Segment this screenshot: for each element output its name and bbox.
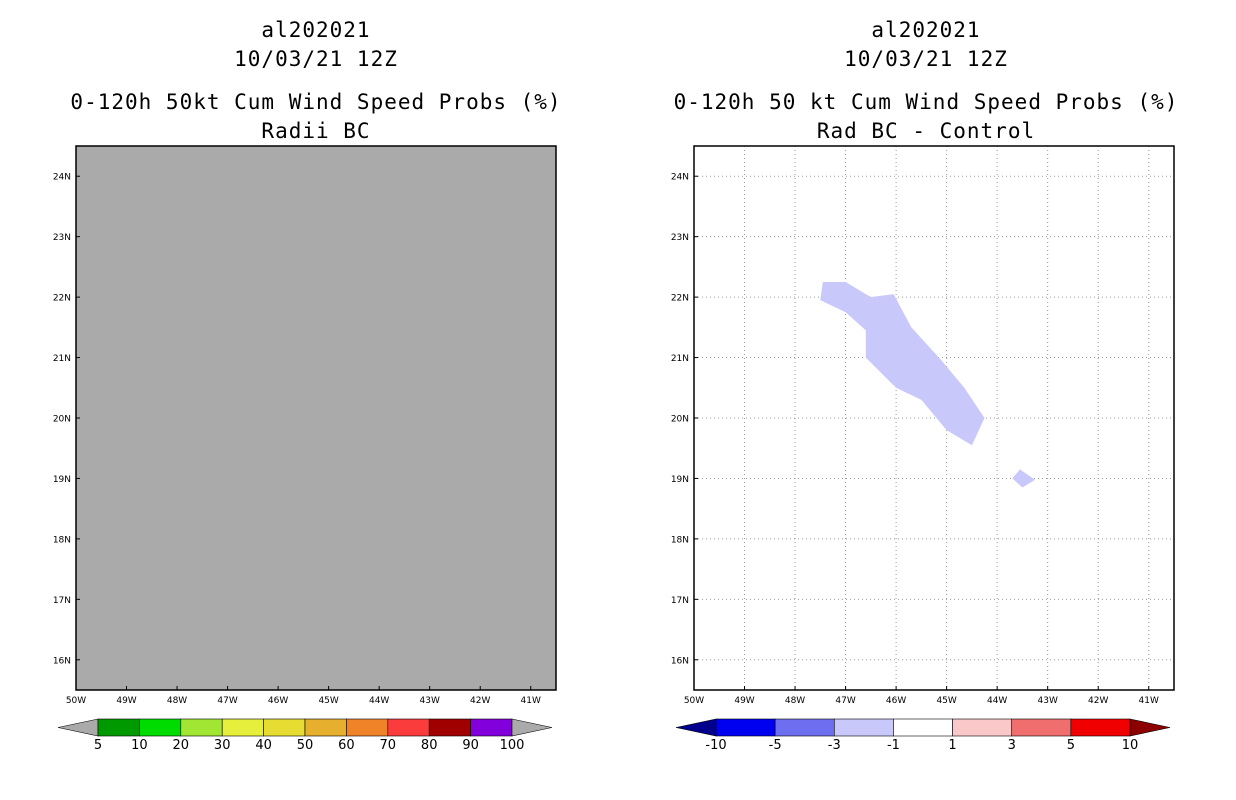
left-y-tick-label: 19N: [53, 475, 71, 485]
right-y-tick-label: 19N: [671, 475, 689, 485]
right-colorbar-box-5: [1011, 718, 1072, 737]
right-x-tick-label: 47W: [835, 696, 855, 706]
left-x-tick-label: 42W: [470, 696, 490, 706]
left-colorbar-label: 40: [255, 738, 272, 753]
left-colorbar-box-2: [180, 718, 223, 737]
left-y-tick-label: 21N: [53, 354, 71, 364]
left-x-tick-label: 48W: [167, 696, 187, 706]
left-colorbar-box-9: [470, 718, 513, 737]
right-colorbar-box-2: [833, 718, 894, 737]
right-colorbar-label: 1: [948, 738, 956, 753]
right-chart-title: 0-120h 50 kt Cum Wind Speed Probs (%): [673, 90, 1179, 114]
right-x-tick-label: 41W: [1139, 696, 1159, 706]
right-colorbar-high-triangle: [1129, 718, 1171, 737]
left-colorbar-label: 100: [500, 738, 525, 753]
right-x-tick-label: 42W: [1088, 696, 1108, 706]
right-datetime: 10/03/21 12Z: [844, 47, 1008, 71]
right-shaded-region-0: [820, 282, 985, 446]
left-colorbar-label: 10: [131, 738, 148, 753]
left-colorbar-label: 5: [94, 738, 102, 753]
left-colorbar-box-1: [139, 718, 182, 737]
left-x-tick-label: 44W: [369, 696, 389, 706]
right-x-tick-label: 48W: [785, 696, 805, 706]
right-y-tick-label: 22N: [671, 294, 689, 304]
right-y-tick-label: 24N: [671, 173, 689, 183]
left-y-tick-label: 20N: [53, 415, 71, 425]
right-storm-id: al202021: [871, 18, 981, 42]
left-colorbar-label: 50: [297, 738, 314, 753]
right-colorbar-box-4: [952, 718, 1013, 737]
right-colorbar-low-triangle: [675, 718, 717, 737]
left-colorbar-box-7: [387, 718, 430, 737]
left-x-tick-label: 49W: [116, 696, 136, 706]
left-colorbar-box-0: [97, 718, 140, 737]
left-y-tick-label: 16N: [53, 656, 71, 666]
right-y-tick-label: 17N: [671, 596, 689, 606]
right-colorbar-label: 10: [1122, 738, 1139, 753]
right-y-tick-label: 21N: [671, 354, 689, 364]
left-colorbar-label: 60: [338, 738, 355, 753]
right-y-tick-label: 20N: [671, 415, 689, 425]
left-storm-id: al202021: [261, 18, 371, 42]
right-colorbar-label: -10: [705, 738, 726, 753]
right-y-tick-label: 23N: [671, 233, 689, 243]
right-colorbar-label: -1: [887, 738, 900, 753]
left-colorbar-label: 20: [173, 738, 190, 753]
right-colorbar-box-1: [774, 718, 835, 737]
right-x-tick-label: 46W: [886, 696, 906, 706]
right-colorbar-box-6: [1070, 718, 1131, 737]
left-x-tick-label: 41W: [521, 696, 541, 706]
right-x-tick-label: 44W: [987, 696, 1007, 706]
right-x-tick-label: 50W: [684, 696, 704, 706]
right-colorbar-box-0: [715, 718, 776, 737]
left-y-tick-label: 17N: [53, 596, 71, 606]
right-y-tick-label: 18N: [671, 535, 689, 545]
left-colorbar-label: 90: [462, 738, 479, 753]
left-x-tick-label: 50W: [66, 696, 86, 706]
right-x-tick-label: 43W: [1038, 696, 1058, 706]
left-y-tick-label: 18N: [53, 535, 71, 545]
left-chart-subtitle: Radii BC: [261, 119, 371, 143]
left-colorbar-label: 30: [214, 738, 231, 753]
left-x-tick-label: 45W: [318, 696, 338, 706]
left-colorbar-box-6: [346, 718, 389, 737]
right-colorbar-label: -3: [828, 738, 841, 753]
left-colorbar-high-triangle: [511, 718, 553, 737]
left-colorbar-box-3: [221, 718, 264, 737]
left-colorbar-box-4: [263, 718, 306, 737]
right-colorbar-label: -5: [769, 738, 782, 753]
left-x-tick-label: 43W: [420, 696, 440, 706]
left-colorbar-low-triangle: [57, 718, 99, 737]
right-x-tick-label: 49W: [734, 696, 754, 706]
left-y-tick-label: 24N: [53, 173, 71, 183]
right-chart-subtitle: Rad BC - Control: [816, 119, 1036, 143]
left-colorbar-label: 70: [380, 738, 397, 753]
right-y-tick-label: 16N: [671, 656, 689, 666]
left-x-tick-label: 47W: [217, 696, 237, 706]
left-colorbar-box-5: [304, 718, 347, 737]
right-colorbar-box-3: [893, 718, 953, 737]
left-x-tick-label: 46W: [268, 696, 288, 706]
right-x-tick-label: 45W: [936, 696, 956, 706]
left-y-tick-label: 23N: [53, 233, 71, 243]
right-colorbar-label: 5: [1067, 738, 1075, 753]
left-colorbar-box-8: [428, 718, 471, 737]
right-colorbar-label: 3: [1008, 738, 1016, 753]
left-colorbar-label: 80: [421, 738, 438, 753]
right-shaded-region-1: [1012, 469, 1036, 488]
left-y-tick-label: 22N: [53, 294, 71, 304]
left-chart-title: 0-120h 50kt Cum Wind Speed Probs (%): [70, 90, 562, 114]
left-plot-area: [76, 146, 556, 690]
left-datetime: 10/03/21 12Z: [234, 47, 398, 71]
